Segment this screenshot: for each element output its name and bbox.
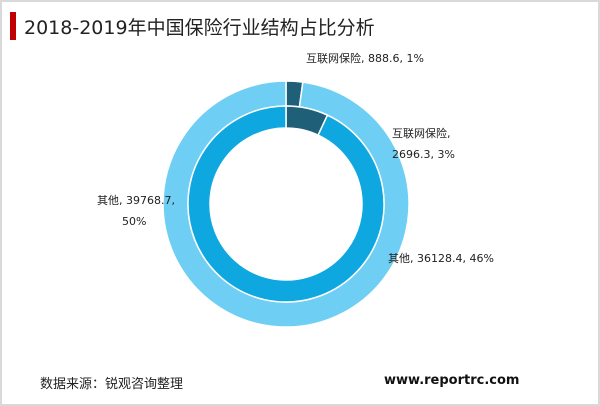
label-inner-internet: 互联网保险, 2696.3, 3% [392, 126, 455, 161]
label-outer-other: 其他, 39768.7, 50% [97, 194, 178, 228]
title-accent-bar [10, 12, 16, 40]
chart-title: 2018-2019年中国保险行业结构占比分析 [24, 17, 375, 39]
website-url: www.reportrc.com [384, 373, 520, 388]
label-outer-internet: 互联网保险, 888.6, 1% [306, 51, 424, 65]
rings-group [162, 80, 410, 328]
label-inner-other: 其他, 36128.4, 46% [388, 252, 494, 265]
source-note: 数据来源：锐观咨询整理 [40, 377, 184, 392]
inner-ring-slice-other [187, 105, 385, 303]
